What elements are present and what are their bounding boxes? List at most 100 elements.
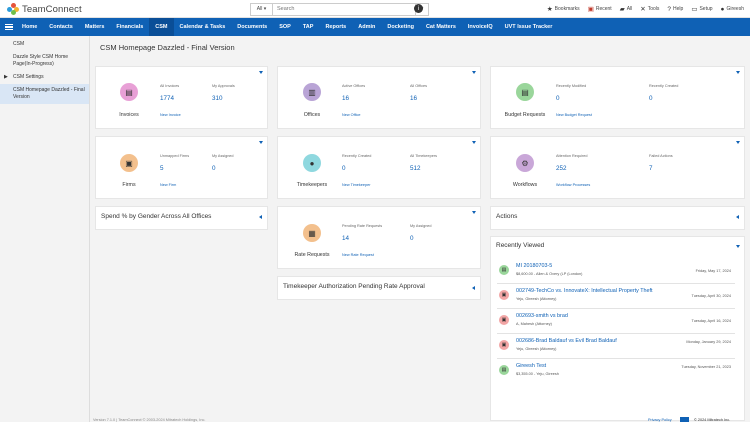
- recent-item-title[interactable]: MI 20180703-5: [516, 263, 553, 269]
- invoice-icon: ▤: [499, 265, 509, 275]
- all-label: All: [626, 6, 633, 12]
- recent-item-date: Monday, January 29, 2024: [686, 340, 731, 344]
- nav-contacts[interactable]: Contacts: [49, 24, 73, 30]
- new-firm-link[interactable]: New Firm: [160, 183, 177, 187]
- tools-label: Tools: [647, 6, 660, 12]
- privacy-policy-link[interactable]: Privacy Policy: [648, 418, 672, 422]
- stat-value[interactable]: 0: [410, 235, 414, 242]
- stat-value[interactable]: 7: [649, 165, 653, 172]
- nav-admin[interactable]: Admin: [358, 24, 376, 30]
- person-icon[interactable]: ●: [303, 154, 321, 172]
- sidebar-item-dazzle-style[interactable]: Dazzle Style CSM Home Page(In-Progress): [0, 51, 89, 71]
- recently-viewed-panel: Recently Viewed ▤ MI 20180703-5 $8,600.0…: [490, 236, 745, 421]
- stat-value[interactable]: 1774: [160, 95, 175, 102]
- recent-item-title[interactable]: Gireesh Test: [516, 363, 547, 369]
- actions-panel: Actions: [490, 206, 745, 230]
- nav-cat-matters[interactable]: Cat Matters: [425, 24, 456, 30]
- collapse-caret-icon[interactable]: [259, 71, 263, 74]
- collapse-caret-icon[interactable]: [472, 71, 476, 74]
- nav-financials[interactable]: Financials: [116, 24, 144, 30]
- new-budget-request-link[interactable]: New Budget Request: [556, 113, 592, 117]
- nav-csm[interactable]: CSM: [149, 18, 174, 36]
- expand-caret-icon[interactable]: [472, 286, 475, 290]
- search-scope-select[interactable]: All ▾: [250, 2, 272, 16]
- stat-value[interactable]: 0: [649, 95, 653, 102]
- rate-request-icon[interactable]: ▦: [303, 224, 321, 242]
- budget-icon[interactable]: ▤: [516, 83, 534, 101]
- stat-label: All Invoices: [160, 84, 180, 88]
- nav-invoiceiq[interactable]: InvoiceIQ: [467, 24, 493, 30]
- collapse-caret-icon[interactable]: [736, 71, 740, 74]
- collapse-caret-icon[interactable]: [472, 211, 476, 214]
- nav-sop[interactable]: SOP: [279, 24, 291, 30]
- bookmarks-link[interactable]: ★ Bookmarks: [547, 5, 580, 13]
- recent-item-title[interactable]: 002749-TechCo vs. InnovateX: Intellectua…: [516, 288, 653, 294]
- expand-caret-icon[interactable]: [736, 215, 739, 219]
- sidebar: CSM Dazzle Style CSM Home Page(In-Progre…: [0, 36, 90, 422]
- new-invoice-link[interactable]: New Invoice: [160, 113, 181, 117]
- recent-item-title[interactable]: 002693-smith vs brad: [516, 313, 568, 319]
- collapse-caret-icon[interactable]: [736, 141, 740, 144]
- nav-docketing[interactable]: Docketing: [387, 24, 414, 30]
- tools-link[interactable]: ✕ Tools: [640, 5, 659, 13]
- user-menu[interactable]: ● Gireesh: [721, 6, 744, 13]
- stat-label: Failed Actions: [649, 154, 673, 158]
- stat-value[interactable]: 0: [212, 165, 216, 172]
- info-icon[interactable]: i: [414, 4, 423, 13]
- nav-documents[interactable]: Documents: [237, 24, 268, 30]
- nav-reports[interactable]: Reports: [325, 24, 347, 30]
- recent-link[interactable]: ▣ Recent: [588, 5, 612, 13]
- sidebar-item-label: CSM: [13, 41, 25, 47]
- workflow-icon[interactable]: ⚙: [516, 154, 534, 172]
- sidebar-item-csm-settings[interactable]: ▶ CSM Settings: [0, 71, 89, 84]
- stat-value[interactable]: 0: [556, 95, 560, 102]
- user-icon: ●: [720, 5, 725, 13]
- help-link[interactable]: ? Help: [667, 6, 683, 13]
- nav-home[interactable]: Home: [22, 24, 38, 30]
- expand-arrow-icon[interactable]: ▶: [4, 74, 8, 80]
- sidebar-item-label: Dazzle Style CSM Home Page(In-Progress): [13, 54, 69, 67]
- stat-value[interactable]: 0: [342, 165, 346, 172]
- invoice-icon[interactable]: ▤: [120, 83, 138, 101]
- recent-item-title[interactable]: 002686-Brad Baldauf vs Evil Brad Baldauf: [516, 338, 617, 344]
- recent-item[interactable]: ▤ MI 20180703-5 $8,600.00 - Allen & Over…: [497, 259, 735, 284]
- new-rate-request-link[interactable]: New Rate Request: [342, 253, 374, 257]
- nav-uvt-issue-tracker[interactable]: UVT Issue Tracker: [504, 24, 553, 30]
- sidebar-item-csm[interactable]: CSM: [0, 38, 89, 51]
- new-office-link[interactable]: New Office: [342, 113, 361, 117]
- recent-item[interactable]: ▣ 002686-Brad Baldauf vs Evil Brad Balda…: [497, 334, 735, 359]
- main-content: CSM Homepage Dazzled - Final Version ▤ I…: [90, 36, 750, 422]
- stat-label: Pending Rate Requests: [342, 224, 383, 228]
- setup-label: Setup: [699, 6, 713, 12]
- recent-item-subtitle: A, Mahesh (Attorney): [516, 322, 552, 326]
- stat-value[interactable]: 16: [410, 95, 418, 102]
- nav-tap[interactable]: TAP: [302, 24, 314, 30]
- bookmarks-label: Bookmarks: [554, 6, 580, 12]
- collapse-caret-icon[interactable]: [736, 245, 740, 248]
- recent-item[interactable]: ▣ 002693-smith vs brad A, Mahesh (Attorn…: [497, 309, 735, 334]
- app-logo[interactable]: TeamConnect: [7, 3, 82, 15]
- briefcase-icon[interactable]: ▣: [120, 154, 138, 172]
- expand-caret-icon[interactable]: [259, 215, 262, 219]
- utility-links: ★ Bookmarks ▣ Recent ▰ All ✕ Tools ? Help ▭ Se…: [547, 3, 744, 15]
- stat-value[interactable]: 16: [342, 95, 350, 102]
- nav-calendar-tasks[interactable]: Calendar & Tasks: [179, 24, 226, 30]
- workflow-processes-link[interactable]: Workflow Processes: [556, 183, 591, 187]
- office-building-icon[interactable]: ▥: [303, 83, 321, 101]
- sidebar-item-final-version[interactable]: CSM Homepage Dazzled - Final Version: [0, 84, 89, 104]
- setup-link[interactable]: ▭ Setup: [691, 5, 712, 13]
- nav-matters[interactable]: Matters: [84, 24, 105, 30]
- new-timekeeper-link[interactable]: New Timekeeper: [342, 183, 371, 187]
- stat-value[interactable]: 310: [212, 95, 223, 102]
- collapse-caret-icon[interactable]: [472, 141, 476, 144]
- stat-value[interactable]: 252: [556, 165, 567, 172]
- stat-value[interactable]: 512: [410, 165, 421, 172]
- hamburger-menu-icon[interactable]: [2, 18, 16, 36]
- recent-item[interactable]: ▣ 002749-TechCo vs. InnovateX: Intellect…: [497, 284, 735, 309]
- collapse-caret-icon[interactable]: [259, 141, 263, 144]
- recent-item[interactable]: ▤ Gireesh Test $3,355.00 - Yeju, Gireesh…: [497, 359, 735, 384]
- stat-value[interactable]: 14: [342, 235, 350, 242]
- search-input[interactable]: [272, 2, 416, 16]
- all-link[interactable]: ▰ All: [620, 5, 633, 13]
- stat-value[interactable]: 5: [160, 165, 164, 172]
